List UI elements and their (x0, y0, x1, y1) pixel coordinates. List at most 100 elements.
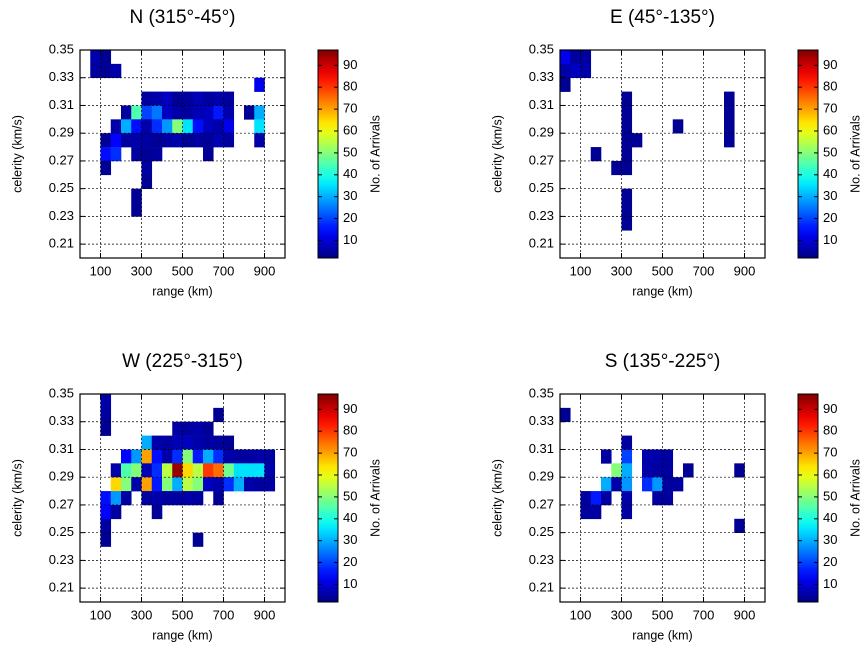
heat-cell (611, 477, 622, 492)
heat-cell (182, 477, 194, 492)
colorbar-tick-label: 80 (823, 423, 837, 438)
heat-cell (162, 491, 173, 506)
heat-cell (192, 421, 204, 436)
heat-cell (621, 119, 633, 134)
heat-cell (121, 105, 132, 120)
heat-cell (100, 147, 112, 162)
y-tick-label: 0.35 (49, 41, 74, 56)
heat-cell (192, 477, 204, 492)
heat-cell (601, 477, 612, 492)
heat-cell (621, 477, 633, 492)
heat-cell (182, 421, 194, 436)
y-tick-label: 0.35 (49, 385, 74, 400)
heat-cell (172, 449, 183, 464)
heat-cell (672, 119, 684, 134)
x-tick-label: 100 (90, 607, 112, 622)
x-tick-label: 900 (254, 263, 276, 278)
heat-cell (621, 160, 633, 176)
heat-cell (131, 463, 142, 478)
colorbar-tick-label: 20 (343, 210, 357, 225)
heat-cell (652, 477, 663, 492)
y-tick-label: 0.31 (49, 97, 74, 112)
heat-cell (570, 50, 581, 65)
heat-cell (652, 463, 663, 478)
x-tick-label: 100 (570, 263, 592, 278)
colorbar-tick-label: 70 (343, 101, 357, 116)
colorbar-tick-label: 20 (343, 554, 357, 569)
y-tick-label: 0.33 (529, 69, 554, 84)
heat-cell (192, 105, 204, 120)
heat-cell (131, 119, 142, 134)
plot-frame (559, 49, 766, 259)
heat-cell (580, 50, 592, 65)
x-tick-label: 900 (734, 263, 756, 278)
y-tick-label: 0.23 (529, 552, 554, 567)
heat-cell (213, 463, 224, 478)
colorbar-tick-label: 40 (823, 510, 837, 525)
y-tick-label: 0.21 (49, 580, 74, 595)
heat-cell (110, 463, 122, 478)
heat-cell (560, 407, 571, 423)
heat-cell (151, 449, 163, 464)
heat-cell (254, 477, 265, 492)
heat-cell (734, 518, 745, 533)
heat-cell (580, 491, 592, 506)
heat-cell (203, 105, 214, 120)
heat-cell (254, 133, 265, 148)
y-tick-label: 0.21 (49, 236, 74, 251)
heat-cell (213, 407, 224, 423)
heat-cell (724, 105, 735, 120)
heat-cell (590, 491, 602, 506)
heat-cell (131, 105, 142, 120)
heat-cell (162, 435, 173, 450)
colorbar-tick-label: 60 (823, 466, 837, 481)
x-tick-label: 700 (693, 263, 715, 278)
heat-cell (683, 463, 694, 478)
heat-cell (172, 91, 183, 106)
heat-cell (213, 449, 224, 464)
heat-cell (110, 491, 122, 506)
heat-cell (652, 491, 663, 506)
heat-cell (223, 91, 235, 106)
heat-cell (100, 518, 112, 533)
panel-title: W (225°-315°) (122, 351, 243, 372)
heat-cell (100, 160, 112, 176)
x-tick-label: 500 (172, 263, 194, 278)
colorbar-tick-label: 20 (823, 210, 837, 225)
heat-cell (213, 133, 224, 148)
heat-cell (141, 91, 153, 106)
colorbar-tick-label: 10 (343, 576, 357, 591)
heat-cell (192, 119, 204, 134)
heat-cell (213, 477, 224, 492)
heat-cell (213, 91, 224, 106)
heat-cell (141, 119, 153, 134)
x-tick-label: 900 (254, 607, 276, 622)
colorbar-tick-label: 90 (823, 401, 837, 416)
heat-cell (172, 477, 183, 492)
colorbar-tick-label: 40 (343, 166, 357, 181)
x-tick-label: 100 (90, 263, 112, 278)
y-tick-label: 0.25 (529, 180, 554, 195)
heat-cell (590, 504, 602, 520)
heat-cell (621, 491, 633, 506)
heat-cell (121, 463, 132, 478)
heat-cell (233, 477, 245, 492)
x-tick-label: 300 (611, 607, 633, 622)
heat-cell (182, 491, 194, 506)
heat-cell (162, 91, 173, 106)
heat-cell (162, 119, 173, 134)
heat-cell (244, 477, 255, 492)
heat-cell (151, 119, 163, 134)
heat-cell (151, 435, 163, 450)
x-tick-label: 700 (213, 607, 235, 622)
heat-cell (223, 119, 235, 134)
heat-cell (131, 188, 142, 203)
heat-cell (203, 133, 214, 148)
heat-cell (233, 449, 245, 464)
colorbar-label: No. of Arrivals (848, 115, 862, 193)
colorbar-tick-label: 30 (823, 188, 837, 203)
heat-cell (264, 477, 276, 492)
y-tick-label: 0.21 (529, 236, 554, 251)
y-tick-label: 0.29 (529, 125, 554, 140)
heat-cell (110, 147, 122, 162)
